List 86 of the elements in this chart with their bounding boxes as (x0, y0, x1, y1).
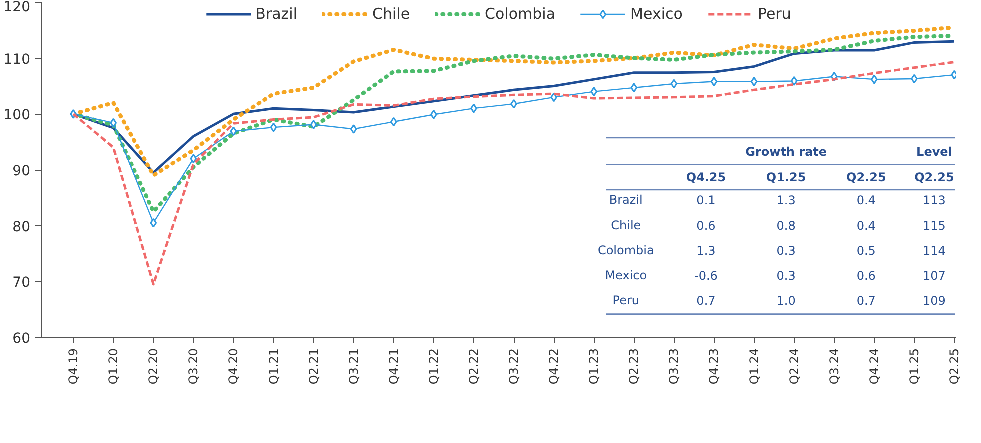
point (390, 117, 398, 127)
annotation: 0.8 (776, 218, 796, 233)
x-tick-label: Q4.20 (226, 348, 241, 385)
point (870, 74, 878, 84)
legend-label: Chile (372, 5, 410, 23)
annotation: 0.5 (856, 244, 876, 258)
legend-label: Mexico (630, 5, 683, 23)
x-tick-label: Q2.20 (146, 348, 161, 385)
point (190, 154, 198, 164)
x-tick-label: Q3.21 (346, 348, 361, 385)
point (110, 118, 117, 128)
point (790, 76, 798, 86)
point (150, 218, 158, 228)
legend-label: Colombia (485, 5, 556, 23)
annotation: 107 (923, 269, 946, 284)
x-tick-label: Q1.20 (106, 348, 121, 385)
y-tick-label: 120 (4, 0, 31, 16)
y-tick-label: 80 (12, 219, 31, 236)
x-tick-label: Q4.24 (867, 348, 882, 385)
x-tick-label: Q1.24 (747, 348, 762, 385)
x-tick-label: Q2.25 (948, 348, 962, 385)
annotation: Q2.25 (846, 170, 886, 184)
annotation: Q4.25 (686, 170, 726, 184)
annotation: 1.3 (776, 194, 796, 208)
point (750, 77, 758, 87)
x-tick-label: Q3.24 (827, 348, 842, 385)
legend-label: Brazil (256, 5, 298, 23)
annotation: 0.7 (856, 294, 876, 308)
annotation: 0.7 (696, 294, 716, 308)
x-tick-label: Q4.21 (386, 348, 401, 385)
annotation: Colombia (598, 243, 654, 258)
point (911, 74, 918, 84)
annotation: 0.3 (776, 244, 796, 258)
annotation: 0.4 (856, 194, 876, 208)
x-tick-label: Q1.25 (907, 348, 922, 385)
annotation: 115 (923, 218, 946, 233)
point (710, 77, 718, 87)
x-tick-label: Q2.24 (787, 348, 802, 385)
annotation: Chile (611, 218, 642, 232)
annotation: 0.1 (696, 194, 716, 208)
point (430, 110, 438, 120)
annotation: Q2.25 (914, 170, 954, 184)
x-tick-label: Q4.19 (66, 348, 81, 385)
x-tick-label: Q2.22 (466, 348, 481, 385)
x-tick-label: Q3.23 (667, 348, 682, 385)
annotation: 1.0 (776, 294, 796, 308)
point (670, 79, 678, 89)
y-tick-label: 110 (4, 52, 31, 68)
annotation: Brazil (609, 193, 643, 208)
point (470, 104, 478, 114)
annotation: 109 (923, 294, 946, 308)
point (550, 92, 558, 102)
x-tick-label: Q1.22 (426, 348, 441, 385)
annotation: 1.3 (696, 244, 716, 258)
annotation: Growth rate (746, 145, 828, 160)
annotation: 0.3 (776, 269, 796, 284)
annotation: Level (916, 145, 952, 160)
point (590, 87, 598, 97)
point (230, 126, 238, 136)
x-tick-label: Q1.21 (266, 348, 281, 385)
annotation: 113 (923, 194, 946, 208)
point (630, 83, 638, 93)
annotation: Peru (612, 294, 640, 308)
point (310, 120, 318, 130)
point (270, 122, 278, 132)
annotation: 0.4 (856, 218, 876, 233)
x-tick-label: Q4.22 (547, 348, 562, 385)
y-tick-label: 90 (12, 164, 31, 180)
x-tick-label: Q1.23 (587, 348, 602, 385)
y-tick-label: 100 (4, 108, 31, 124)
x-tick-label: Q3.22 (507, 348, 522, 385)
y-tick-label: 60 (12, 331, 31, 347)
x-tick-label: Q2.21 (306, 348, 321, 385)
point (510, 99, 518, 109)
annotation: Q1.25 (766, 170, 806, 184)
annotation: 114 (923, 244, 946, 258)
annotation: 0.6 (856, 269, 876, 284)
legend-label: Peru (758, 5, 792, 23)
y-tick-label: 70 (12, 275, 31, 292)
x-tick-label: Q4.23 (707, 348, 722, 385)
annotation: 0.6 (696, 218, 716, 233)
annotation: Mexico (605, 268, 648, 283)
annotation: -0.6 (694, 269, 718, 284)
x-tick-label: Q2.23 (627, 348, 642, 385)
x-tick-label: Q3.20 (186, 348, 201, 385)
point (350, 124, 358, 134)
